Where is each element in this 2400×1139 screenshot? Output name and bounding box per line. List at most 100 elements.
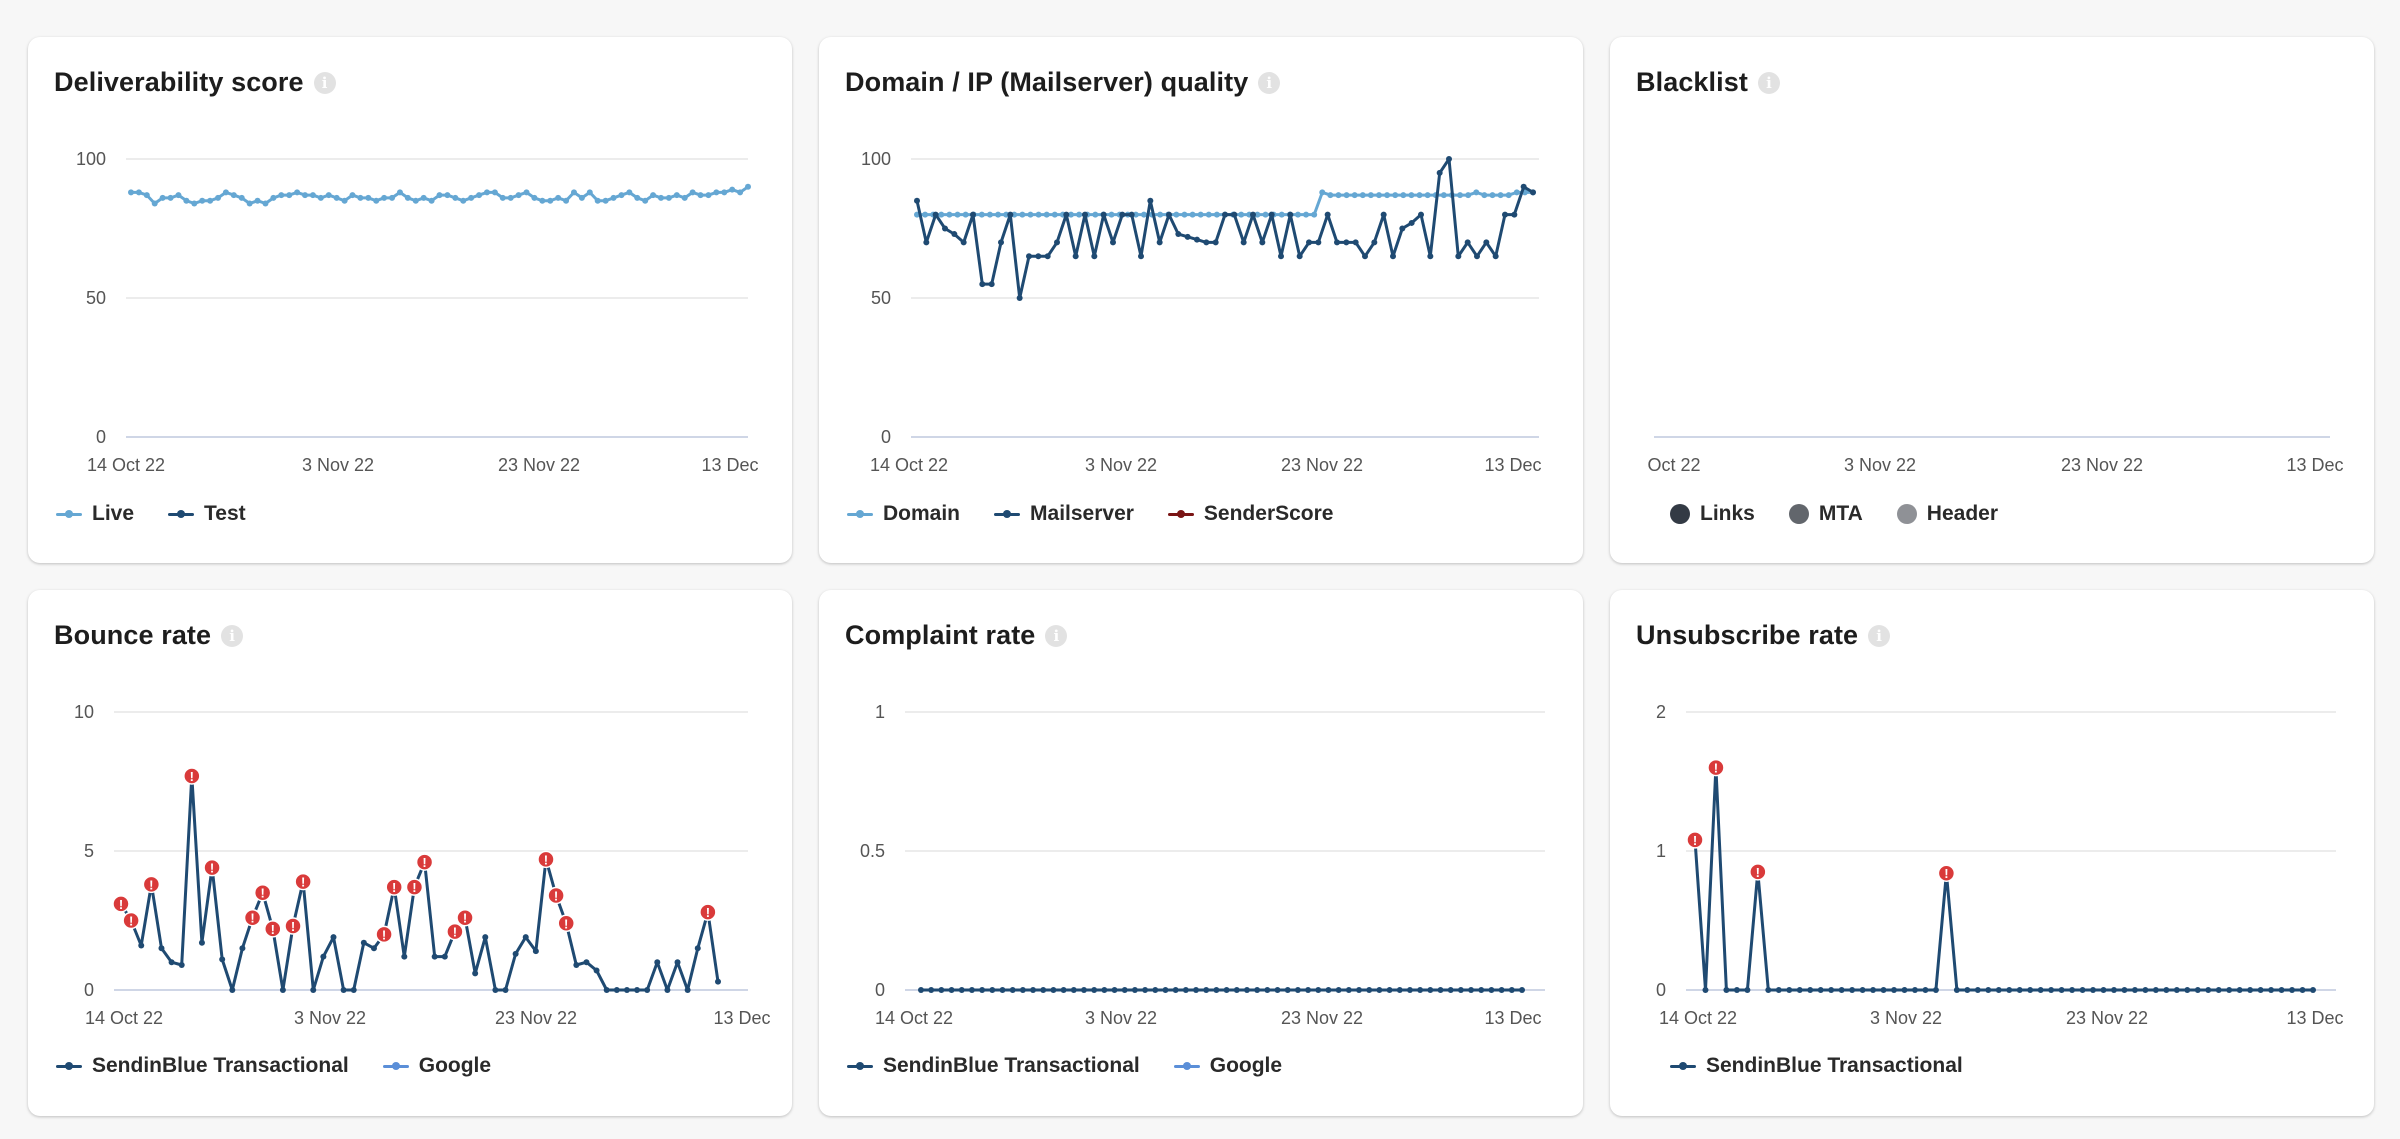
data-point — [938, 211, 945, 218]
data-point — [650, 192, 657, 199]
data-point — [657, 194, 664, 201]
data-point — [729, 186, 736, 193]
data-point — [986, 211, 993, 218]
legend-item-sendinblue-transactional[interactable]: SendinBlue Transactional — [847, 1054, 1140, 1078]
data-point — [472, 970, 479, 977]
legend-line-icon — [56, 509, 82, 518]
data-point — [365, 194, 372, 201]
legend-item-mta[interactable]: MTA — [1788, 502, 1863, 526]
data-point — [1859, 987, 1866, 993]
legend-item-test[interactable]: Test — [168, 502, 246, 526]
info-icon[interactable]: i — [1045, 624, 1068, 647]
alert-marker — [405, 878, 424, 896]
x-tick-label: Oct 22 — [1647, 455, 1700, 475]
data-point — [1268, 211, 1275, 218]
legend-item-mailserver[interactable]: Mailserver — [994, 502, 1134, 526]
info-icon[interactable]: i — [1757, 71, 1780, 94]
data-point — [1481, 192, 1488, 199]
data-point — [928, 987, 935, 993]
data-point — [1274, 987, 1281, 993]
data-point — [270, 194, 277, 201]
legend-label: Google — [1209, 1054, 1283, 1077]
alert-marker — [1749, 863, 1767, 881]
data-point — [1399, 225, 1406, 232]
data-point — [970, 211, 976, 218]
data-point — [1702, 987, 1709, 993]
blacklist-chart: Oct 22 3 Nov 22 23 Nov 22 13 Dec — [1647, 436, 2344, 475]
data-point — [1356, 987, 1363, 993]
data-point — [1376, 192, 1382, 199]
data-point — [1082, 211, 1088, 218]
alert-marker — [243, 908, 262, 927]
x-tick-label: 13 Dec — [2286, 455, 2343, 475]
alert-marker — [385, 878, 403, 896]
data-point — [175, 192, 182, 199]
data-point — [1390, 253, 1396, 260]
legend-item-header[interactable]: Header — [1896, 502, 1998, 526]
legend-line-icon — [1173, 1061, 1200, 1070]
alert-icon: ! — [382, 927, 386, 942]
data-point — [2173, 987, 2180, 993]
data-point — [1262, 211, 1269, 218]
series-line — [915, 157, 1534, 300]
data-point — [452, 194, 459, 201]
legend-item-sendinblue-transactional[interactable]: SendinBlue Transactional — [56, 1054, 349, 1078]
y-tick-label: 50 — [871, 288, 891, 308]
x-tick-label: 14 Oct 22 — [875, 1008, 953, 1028]
alert-icon: ! — [1756, 865, 1760, 880]
data-point — [317, 194, 324, 201]
data-point — [2048, 987, 2055, 993]
data-point — [1050, 987, 1057, 993]
data-point — [942, 225, 948, 232]
data-point — [999, 987, 1006, 993]
x-tick-label: 3 Nov 22 — [1870, 1008, 1942, 1028]
card-title: Domain / IP (Mailserver) quality i — [845, 67, 1281, 98]
data-point — [1424, 192, 1431, 199]
legend-item-live[interactable]: Live — [56, 502, 134, 526]
legend-label: SenderScore — [1203, 502, 1334, 525]
info-icon[interactable]: i — [313, 71, 336, 94]
data-point — [468, 194, 475, 201]
y-tick-label: 0 — [881, 427, 891, 447]
data-point — [1371, 239, 1378, 246]
legend-item-senderscore[interactable]: SenderScore — [1167, 502, 1334, 526]
data-point — [1408, 192, 1415, 199]
data-point — [1386, 987, 1393, 993]
data-point — [1030, 987, 1037, 993]
data-point — [1901, 987, 1908, 993]
legend-item-google[interactable]: Google — [382, 1054, 491, 1078]
data-point — [715, 978, 721, 985]
data-point — [1995, 987, 2002, 993]
legend-item-links[interactable]: Links — [1670, 502, 1755, 526]
alert-icon: ! — [149, 877, 153, 892]
info-icon[interactable]: i — [221, 624, 244, 647]
data-point — [1488, 987, 1495, 993]
data-point — [2037, 987, 2044, 993]
info-icon[interactable]: i — [1258, 71, 1281, 94]
data-point — [697, 192, 704, 199]
y-tick-label: 2 — [1656, 702, 1666, 722]
alert-marker — [253, 883, 272, 902]
info-icon[interactable]: i — [1868, 624, 1891, 647]
data-point — [350, 987, 357, 993]
data-point — [1985, 987, 1992, 993]
legend-item-sendinblue-transactional[interactable]: SendinBlue Transactional — [1670, 1054, 1963, 1078]
data-point — [1197, 211, 1204, 218]
data-point — [914, 197, 920, 204]
data-point — [2215, 987, 2222, 993]
alert-marker — [375, 925, 393, 944]
data-point — [1468, 987, 1475, 993]
legend-item-domain[interactable]: Domain — [847, 502, 960, 526]
data-point — [995, 211, 1002, 218]
data-point — [1807, 987, 1814, 993]
data-point — [1828, 987, 1835, 993]
legend-item-google[interactable]: Google — [1173, 1054, 1283, 1078]
data-point — [2027, 987, 2034, 993]
data-point — [1417, 987, 1424, 993]
x-tick-label: 3 Nov 22 — [1085, 1008, 1157, 1028]
data-point — [254, 197, 261, 204]
data-point — [1092, 211, 1099, 218]
data-point — [278, 192, 285, 199]
alert-icon: ! — [392, 880, 396, 895]
data-point — [1384, 192, 1391, 199]
